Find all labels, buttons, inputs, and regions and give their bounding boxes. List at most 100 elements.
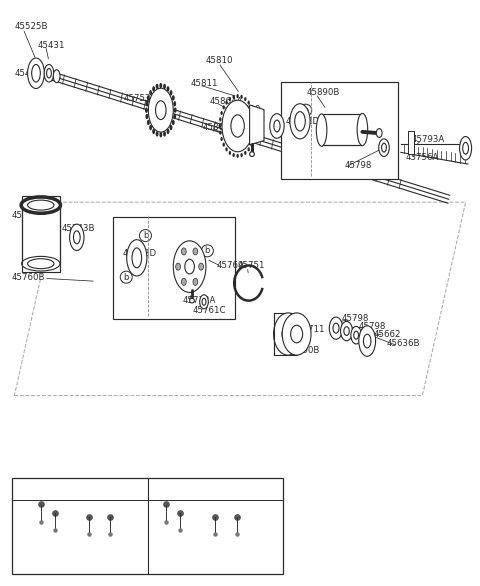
Ellipse shape [232, 95, 235, 99]
Text: 43756A: 43756A [406, 152, 439, 162]
Ellipse shape [274, 313, 302, 355]
Text: 45772A: 45772A [182, 295, 216, 305]
Text: b: b [204, 246, 210, 255]
Ellipse shape [147, 95, 150, 101]
Text: 45777: 45777 [148, 524, 173, 533]
Text: a: a [31, 484, 36, 493]
Ellipse shape [270, 114, 284, 138]
Bar [408, 131, 414, 154]
Ellipse shape [376, 128, 382, 137]
Text: 45904: 45904 [197, 510, 222, 519]
Ellipse shape [199, 263, 204, 270]
Ellipse shape [32, 64, 40, 82]
Ellipse shape [70, 224, 84, 251]
Text: 45732D: 45732D [286, 117, 320, 126]
Text: 45798: 45798 [345, 161, 372, 170]
Ellipse shape [44, 64, 54, 82]
Text: 45760B: 45760B [12, 272, 46, 282]
Text: 45431: 45431 [14, 69, 42, 78]
Text: 45868: 45868 [203, 122, 230, 132]
Ellipse shape [173, 114, 176, 119]
Text: 45761C: 45761C [193, 306, 227, 315]
Ellipse shape [240, 153, 243, 157]
Ellipse shape [225, 101, 228, 105]
Ellipse shape [22, 257, 60, 271]
Text: 45798: 45798 [342, 314, 369, 323]
Bar [281, 82, 398, 179]
Ellipse shape [244, 97, 247, 101]
Bar [12, 478, 283, 574]
Ellipse shape [193, 278, 198, 285]
Ellipse shape [333, 323, 339, 333]
Text: 45793A: 45793A [412, 135, 445, 144]
Ellipse shape [149, 125, 152, 130]
Ellipse shape [316, 114, 327, 146]
Text: 45769: 45769 [217, 261, 244, 270]
Ellipse shape [132, 248, 142, 268]
Ellipse shape [127, 240, 147, 276]
Ellipse shape [244, 151, 247, 155]
Ellipse shape [149, 90, 152, 96]
Ellipse shape [152, 129, 155, 134]
Bar [113, 217, 235, 319]
Text: 45890B: 45890B [306, 87, 340, 97]
Ellipse shape [181, 248, 186, 255]
Ellipse shape [382, 144, 386, 152]
Text: 45810: 45810 [205, 56, 233, 66]
Text: 45819: 45819 [234, 105, 261, 114]
Text: 45662: 45662 [373, 329, 401, 339]
Text: 45777: 45777 [96, 524, 121, 533]
Text: 45790B: 45790B [287, 346, 321, 355]
Ellipse shape [28, 259, 54, 268]
Ellipse shape [145, 114, 148, 119]
Ellipse shape [190, 298, 194, 303]
Text: b: b [143, 231, 148, 240]
Text: b: b [123, 272, 129, 282]
Ellipse shape [252, 111, 255, 115]
Ellipse shape [236, 154, 239, 158]
Polygon shape [250, 105, 264, 145]
Text: 45732D: 45732D [122, 249, 156, 258]
Ellipse shape [254, 124, 256, 128]
Ellipse shape [329, 317, 343, 339]
Text: 45904: 45904 [159, 495, 185, 504]
Ellipse shape [167, 129, 169, 134]
Text: 45751: 45751 [238, 261, 265, 270]
Ellipse shape [220, 111, 223, 115]
Ellipse shape [145, 101, 148, 107]
Text: 45904: 45904 [35, 495, 60, 504]
Ellipse shape [250, 105, 252, 110]
Ellipse shape [344, 327, 349, 335]
Ellipse shape [173, 101, 176, 107]
Ellipse shape [22, 197, 60, 212]
Ellipse shape [223, 105, 225, 110]
Text: 45798: 45798 [359, 322, 386, 332]
Ellipse shape [152, 86, 155, 91]
Ellipse shape [248, 147, 250, 151]
Text: 45767B: 45767B [168, 502, 199, 512]
Text: a: a [303, 105, 308, 115]
Text: a: a [330, 125, 335, 135]
Ellipse shape [240, 95, 243, 99]
Ellipse shape [159, 83, 162, 88]
Ellipse shape [163, 84, 166, 89]
Ellipse shape [357, 113, 368, 146]
Ellipse shape [148, 88, 173, 132]
Ellipse shape [73, 231, 80, 244]
Text: 45777: 45777 [23, 524, 48, 533]
Ellipse shape [254, 131, 256, 135]
Ellipse shape [254, 117, 256, 121]
Ellipse shape [363, 334, 371, 348]
Text: 45431: 45431 [37, 41, 65, 50]
Ellipse shape [219, 117, 221, 121]
Ellipse shape [252, 137, 255, 141]
Ellipse shape [274, 120, 280, 132]
Text: 45796B: 45796B [12, 211, 46, 220]
Ellipse shape [351, 326, 361, 344]
Text: 45525B: 45525B [14, 22, 48, 31]
Ellipse shape [359, 326, 375, 356]
Ellipse shape [219, 131, 221, 135]
Ellipse shape [295, 111, 305, 131]
Bar [22, 196, 60, 272]
Ellipse shape [147, 120, 150, 125]
